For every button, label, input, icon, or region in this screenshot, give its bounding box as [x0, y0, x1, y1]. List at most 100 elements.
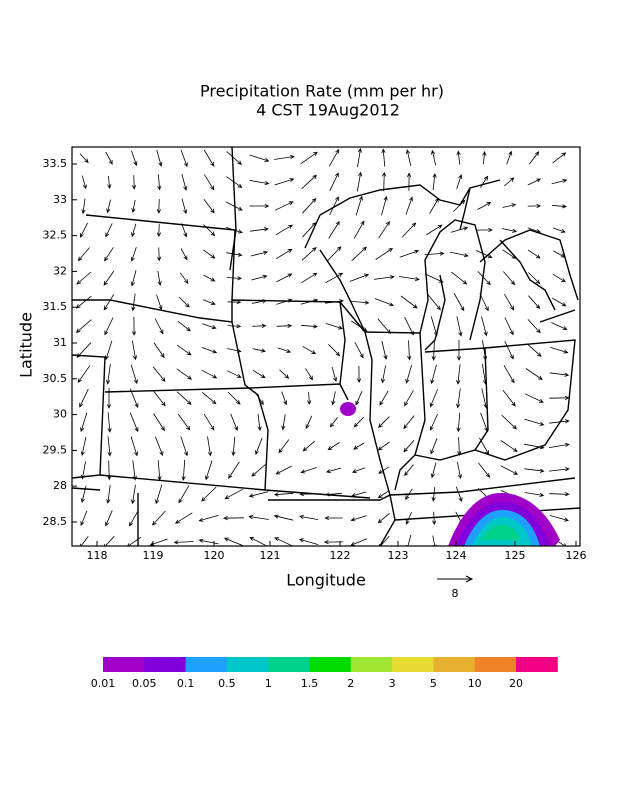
wind-arrow	[252, 323, 267, 328]
wind-arrow	[450, 251, 469, 258]
wind-arrow	[203, 224, 216, 237]
wind-arrow	[181, 459, 186, 481]
wind-arrow	[351, 491, 367, 498]
wind-arrow	[103, 270, 115, 286]
wind-arrow	[305, 368, 313, 381]
wind-arrow	[405, 488, 413, 500]
wind-arrow	[551, 322, 568, 330]
wind-arrow	[106, 485, 111, 504]
wind-arrow	[249, 203, 270, 209]
wind-arrow	[80, 412, 88, 433]
wind-arrow	[456, 150, 461, 165]
wind-arrow	[552, 227, 566, 233]
wind-arrow	[405, 364, 412, 384]
colorbar-label: 1.5	[301, 677, 319, 690]
colorbar-box	[226, 657, 269, 672]
wind-arrow	[226, 252, 243, 257]
wind-arrow	[378, 416, 390, 428]
wind-arrow	[80, 222, 88, 238]
wind-arrow	[456, 340, 462, 361]
wind-arrow	[301, 174, 317, 190]
wind-arrow	[353, 416, 364, 428]
wind-arrow	[402, 222, 417, 238]
wind-arrow	[382, 171, 387, 192]
wind-arrow	[80, 485, 87, 503]
wind-arrow	[131, 150, 138, 167]
vector-key-head	[465, 575, 474, 583]
wind-arrow	[178, 485, 190, 504]
wind-arrow	[279, 369, 290, 379]
wind-arrow	[377, 489, 390, 499]
wind-arrow	[477, 202, 492, 210]
wind-arrow	[251, 299, 268, 304]
title: Precipitation Rate (mm per hr)	[200, 82, 444, 101]
wind-arrow	[80, 510, 88, 526]
wind-arrow	[479, 437, 490, 456]
wind-arrow	[157, 270, 162, 287]
wind-arrow	[156, 198, 162, 214]
wind-arrow	[227, 391, 241, 405]
frame	[71, 146, 581, 547]
wind-arrow	[254, 391, 264, 406]
wind-arrow	[482, 340, 488, 361]
wind-arrow	[502, 249, 517, 259]
colorbar-label: 0.01	[91, 677, 116, 690]
wind-arrow	[301, 246, 317, 261]
wind-arrow	[227, 299, 242, 305]
wind-arrow	[80, 461, 86, 480]
wind-arrow	[403, 415, 415, 430]
x-tick-label: 119	[143, 549, 164, 562]
wind-arrow	[504, 341, 514, 360]
wind-arrow	[405, 149, 412, 167]
wind-arrow	[551, 178, 568, 185]
wind-arrow	[381, 148, 386, 167]
wind-arrow	[155, 484, 163, 505]
y-tick-label: 33	[53, 193, 67, 206]
wind-arrow	[203, 149, 215, 167]
wind-arrow	[503, 271, 516, 286]
wind-arrow	[105, 223, 113, 238]
wind-arrow	[273, 514, 294, 521]
wind-arrow	[106, 364, 111, 385]
y-tick-label: 29.5	[43, 443, 68, 456]
wind-arrow	[157, 174, 162, 191]
wind-arrow	[198, 538, 219, 545]
wind-arrow	[475, 227, 493, 233]
wind-arrow	[277, 347, 292, 353]
wind-arrow	[129, 510, 139, 527]
wind-arrow	[324, 515, 343, 521]
wind-arrow	[77, 247, 90, 262]
wind-arrow	[553, 250, 566, 258]
wind-arrow	[281, 391, 288, 406]
wind-arrow	[407, 340, 412, 361]
colorbar-label: 10	[468, 677, 482, 690]
wind-arrow	[105, 510, 113, 527]
subtitle: 4 CST 19Aug2012	[256, 101, 400, 120]
colorbar-box	[516, 657, 558, 672]
wind-arrow	[127, 536, 142, 546]
wind-arrow	[500, 465, 519, 475]
wind-arrow	[375, 248, 394, 260]
vector-key-label: 8	[452, 587, 459, 600]
x-tick-label: 126	[566, 549, 587, 562]
wind-arrow	[457, 461, 462, 480]
wind-arrow	[104, 317, 114, 336]
wind-arrow	[131, 484, 136, 505]
wind-arrow	[307, 391, 312, 406]
wind-arrow	[379, 390, 389, 406]
wind-arrow	[155, 436, 164, 457]
wind-arrow	[151, 510, 166, 526]
wind-arrow	[131, 175, 137, 190]
wind-arrow	[275, 224, 294, 236]
wind-arrow	[549, 395, 570, 400]
wind-arrow	[399, 249, 420, 258]
wind-arrow	[248, 491, 269, 498]
x-tick-label: 118	[87, 549, 108, 562]
wind-arrow	[132, 460, 137, 481]
wind-arrow	[76, 271, 92, 285]
colorbar-label: 3	[389, 677, 396, 690]
wind-arrow	[353, 442, 365, 450]
wind-arrow	[451, 271, 468, 285]
wind-arrow	[203, 174, 215, 191]
y-tick-label: 28	[53, 479, 67, 492]
